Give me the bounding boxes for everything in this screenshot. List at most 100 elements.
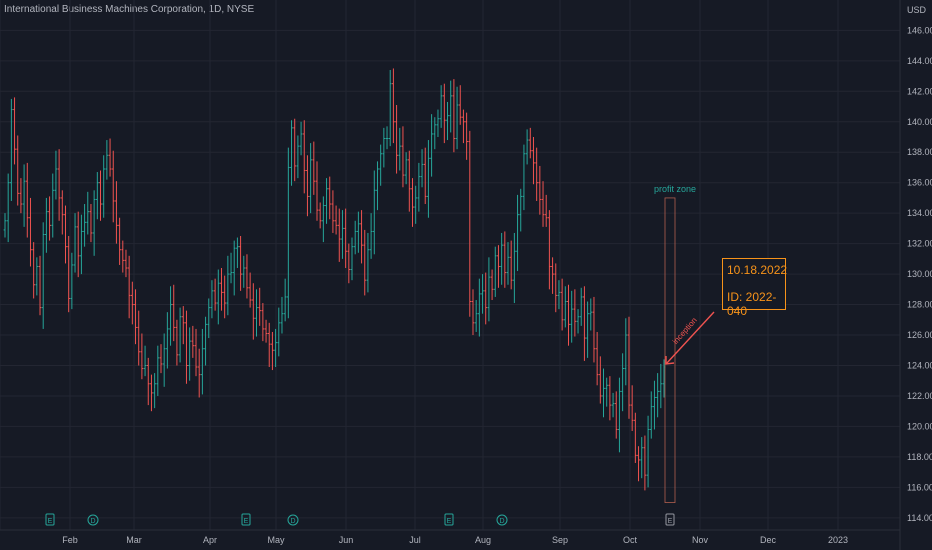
ohlc-bar bbox=[70, 252, 74, 310]
ohlc-bar bbox=[474, 299, 478, 332]
ohlc-bar bbox=[108, 138, 112, 177]
ohlc-bar bbox=[194, 328, 198, 377]
marker-shape bbox=[665, 513, 675, 526]
ohlc-bar bbox=[659, 363, 663, 409]
ohlc-bar bbox=[528, 127, 532, 159]
ohlc-bar bbox=[121, 240, 125, 273]
price-tick: 132.00 bbox=[907, 239, 932, 249]
chart-title: International Business Machines Corporat… bbox=[4, 4, 255, 15]
ohlc-bar bbox=[251, 283, 255, 340]
ohlc-bar bbox=[315, 161, 319, 221]
ohlc-bar bbox=[586, 301, 589, 358]
ohlc-bar bbox=[13, 97, 16, 165]
ohlc-bar bbox=[185, 310, 188, 384]
ohlc-bar bbox=[411, 178, 414, 227]
time-tick: Nov bbox=[692, 535, 709, 545]
earnings-marker: E bbox=[45, 513, 55, 526]
ohlc-bar bbox=[567, 284, 570, 346]
ohlc-bar bbox=[481, 274, 484, 314]
profit-zone-label: profit zone bbox=[654, 184, 697, 194]
ohlc-bar bbox=[48, 196, 51, 241]
ohlc-bar bbox=[9, 98, 13, 201]
dividend-marker: D bbox=[287, 514, 299, 526]
ohlc-bar bbox=[213, 278, 217, 311]
ohlc-bar bbox=[318, 202, 322, 229]
ohlc-bar bbox=[341, 210, 344, 259]
ohlc-bar bbox=[611, 392, 615, 418]
marker-shape bbox=[45, 513, 55, 526]
ohlc-bar bbox=[547, 210, 551, 290]
ohlc-bar bbox=[232, 240, 236, 296]
currency-label: USD bbox=[907, 5, 927, 15]
ohlc-bar bbox=[312, 141, 316, 195]
marker-shape bbox=[287, 514, 299, 526]
ohlc-bar bbox=[646, 415, 650, 488]
ohlc-bar bbox=[188, 327, 192, 381]
ohlc-bar bbox=[286, 147, 290, 319]
price-tick: 136.00 bbox=[907, 178, 932, 188]
ohlc-bar bbox=[248, 272, 252, 308]
ohlc-bar bbox=[102, 155, 106, 218]
ohlc-bar bbox=[325, 178, 328, 224]
ohlc-bar bbox=[200, 328, 204, 395]
ohlc-bar bbox=[267, 322, 271, 368]
ohlc-bar bbox=[633, 412, 637, 463]
ohlc-bar bbox=[277, 307, 281, 357]
ohlc-bar bbox=[350, 237, 354, 281]
ohlc-bar bbox=[477, 278, 481, 337]
price-tick: 122.00 bbox=[907, 391, 932, 401]
ohlc-bar bbox=[598, 356, 602, 404]
ohlc-bar bbox=[223, 275, 227, 319]
ohlc-bar bbox=[296, 135, 300, 179]
ohlc-bar bbox=[560, 278, 564, 331]
price-tick: 120.00 bbox=[907, 421, 932, 431]
ohlc-bar bbox=[608, 376, 612, 421]
inception-arrow-head bbox=[665, 356, 675, 365]
ohlc-bar bbox=[458, 85, 462, 125]
ohlc-bar bbox=[471, 289, 475, 336]
earnings-marker: E bbox=[444, 513, 454, 526]
earnings-marker: E bbox=[665, 513, 675, 526]
ohlc-bar bbox=[376, 161, 379, 211]
dividend-marker: D bbox=[87, 514, 99, 526]
time-tick: Oct bbox=[623, 535, 638, 545]
ohlc-bar bbox=[398, 127, 402, 171]
ohlc-bar bbox=[140, 333, 144, 380]
ohlc-bar bbox=[347, 243, 351, 284]
ohlc-bar bbox=[255, 289, 258, 337]
ohlc-bar bbox=[143, 345, 147, 377]
ohlc-bar bbox=[522, 144, 526, 211]
ohlc-bar bbox=[191, 325, 195, 358]
ohlc-bar bbox=[414, 185, 418, 224]
ohlc-bar bbox=[92, 190, 96, 256]
ohlc-bar bbox=[169, 286, 172, 346]
ohlc-bar bbox=[379, 144, 383, 186]
time-tick: Aug bbox=[475, 535, 491, 545]
time-tick: Dec bbox=[760, 535, 777, 545]
ohlc-bar bbox=[175, 319, 179, 366]
ohlc-bar bbox=[242, 255, 246, 288]
time-tick: Sep bbox=[552, 535, 568, 545]
price-tick: 130.00 bbox=[907, 269, 932, 279]
price-tick: 138.00 bbox=[907, 147, 932, 157]
time-tick: 2023 bbox=[828, 535, 848, 545]
ohlc-bar bbox=[640, 437, 644, 479]
ohlc-bar bbox=[331, 190, 335, 233]
ohlc-bar bbox=[366, 232, 370, 293]
ohlc-bar bbox=[146, 357, 150, 406]
ohlc-bar bbox=[433, 117, 437, 150]
annotation-layer bbox=[664, 197, 715, 503]
note-date: 10.18.2022 bbox=[727, 263, 788, 277]
ohlc-bar bbox=[172, 284, 176, 342]
ohlc-bar bbox=[535, 147, 539, 201]
ohlc-bar bbox=[490, 269, 494, 300]
ohlc-bar bbox=[105, 140, 109, 180]
ohlc-bar bbox=[455, 86, 459, 150]
ohlc-bar bbox=[258, 287, 262, 326]
ohlc-bar bbox=[360, 210, 363, 264]
earnings-marker: E bbox=[241, 513, 251, 526]
time-tick: Feb bbox=[62, 535, 78, 545]
ohlc-bar bbox=[264, 319, 268, 343]
ohlc-bar bbox=[3, 213, 7, 238]
